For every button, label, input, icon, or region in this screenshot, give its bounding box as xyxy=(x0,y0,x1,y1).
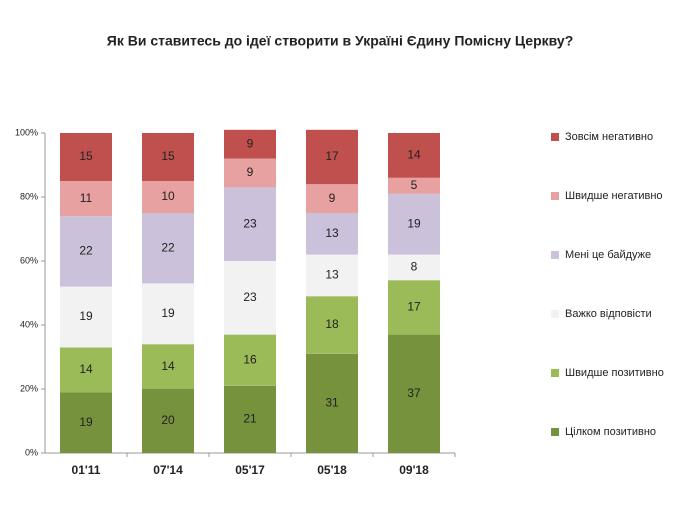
bar-segment xyxy=(60,216,112,287)
bar-segment xyxy=(60,133,112,181)
data-label: 22 xyxy=(161,240,175,254)
data-label: 23 xyxy=(243,216,257,230)
legend-label: Мені це байдуже xyxy=(565,249,651,261)
legend-label: Цілком позитивно xyxy=(565,426,656,438)
data-label: 17 xyxy=(325,149,339,163)
y-tick-label: 0% xyxy=(25,447,38,457)
data-label: 18 xyxy=(325,317,339,331)
bar-segment xyxy=(306,184,358,213)
bar-segment xyxy=(306,296,358,354)
data-label: 14 xyxy=(407,148,421,162)
x-tick-label: 05'18 xyxy=(317,463,347,477)
x-tick-label: 09'18 xyxy=(399,463,429,477)
bar-segment xyxy=(60,392,112,453)
data-label: 31 xyxy=(325,396,339,410)
bar-segment xyxy=(388,254,440,281)
bar-segment xyxy=(224,187,276,261)
bar-segment xyxy=(224,261,276,335)
data-label: 19 xyxy=(79,309,93,323)
bar-segment xyxy=(142,389,194,453)
y-tick-label: 80% xyxy=(20,191,38,201)
legend-label: Важко відповісти xyxy=(565,308,652,320)
bar-segment xyxy=(306,254,358,297)
legend-swatch xyxy=(551,192,559,200)
bar-segment xyxy=(142,213,194,284)
y-tick-label: 100% xyxy=(15,127,38,137)
x-tick-label: 05'17 xyxy=(235,463,265,477)
bar-segment xyxy=(388,177,440,194)
legend-swatch xyxy=(551,251,559,259)
data-label: 37 xyxy=(407,386,421,400)
legend-swatch xyxy=(551,369,559,377)
bar-segment xyxy=(306,213,358,255)
bar-segment xyxy=(306,129,358,185)
data-label: 14 xyxy=(79,362,93,376)
data-label: 21 xyxy=(243,412,257,426)
bar-segment xyxy=(224,158,276,188)
data-label: 8 xyxy=(411,260,418,274)
data-label: 5 xyxy=(411,178,418,192)
bar-segment xyxy=(142,181,194,213)
data-label: 20 xyxy=(161,413,175,427)
bar-segment xyxy=(142,283,194,345)
legend-label: Швидше позитивно xyxy=(565,367,664,379)
data-label: 15 xyxy=(161,149,175,163)
data-label: 17 xyxy=(407,300,421,314)
data-label: 16 xyxy=(243,352,257,366)
bar-segment xyxy=(60,347,112,393)
data-label: 9 xyxy=(247,136,254,150)
data-label: 11 xyxy=(80,191,93,205)
chart-title: Як Ви ставитесь до ідеї створити в Украї… xyxy=(107,33,574,49)
legend-label: Швидше негативно xyxy=(565,190,663,202)
bar-segment xyxy=(60,181,112,217)
data-label: 13 xyxy=(325,226,339,240)
x-tick-label: 01'11 xyxy=(72,463,101,477)
data-label: 19 xyxy=(79,415,93,429)
bar-segment xyxy=(388,133,440,178)
bar-segment xyxy=(60,286,112,348)
data-label: 14 xyxy=(161,359,175,373)
data-label: 22 xyxy=(79,244,93,258)
data-label: 9 xyxy=(247,165,254,179)
y-tick-label: 20% xyxy=(20,383,38,393)
bar-segment xyxy=(142,344,194,389)
bar-segment xyxy=(224,129,276,159)
data-label: 15 xyxy=(79,149,93,163)
data-label: 9 xyxy=(329,191,336,205)
data-label: 10 xyxy=(161,189,175,203)
legend-swatch xyxy=(551,310,559,318)
bar-segment xyxy=(224,385,276,453)
y-tick-label: 40% xyxy=(20,319,38,329)
bar-segment xyxy=(142,133,194,181)
legend-label: Зовсім негативно xyxy=(565,131,653,143)
data-label: 13 xyxy=(325,268,339,282)
bar-segment xyxy=(388,334,440,453)
bar-segment xyxy=(306,353,358,453)
bar-segment xyxy=(388,193,440,255)
y-tick-label: 60% xyxy=(20,255,38,265)
bar-segment xyxy=(224,334,276,386)
data-label: 19 xyxy=(161,306,175,320)
legend-swatch xyxy=(551,428,559,436)
legend-swatch xyxy=(551,133,559,141)
data-label: 19 xyxy=(407,216,421,230)
x-tick-label: 07'14 xyxy=(153,463,183,477)
bar-segment xyxy=(388,280,440,335)
data-label: 23 xyxy=(243,290,257,304)
